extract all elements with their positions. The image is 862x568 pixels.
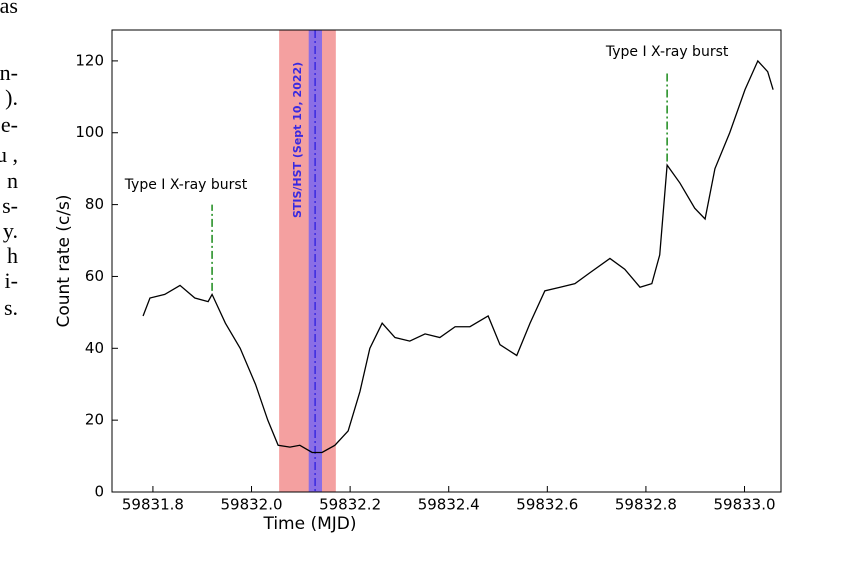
plot-frame: [111, 29, 782, 493]
y-tick-label: 20: [85, 411, 104, 429]
observation-label: STIS/HST (Sept 10, 2022): [291, 62, 304, 218]
y-tick-label: 100: [75, 123, 104, 141]
x-axis-label: Time (MJD): [262, 514, 356, 534]
x-tick-label: 59832.4: [418, 496, 480, 514]
side-text: ).: [5, 85, 18, 110]
side-text: u ,: [0, 142, 18, 167]
y-tick-label: 120: [75, 51, 104, 69]
side-text: s-: [2, 193, 18, 218]
side-text: e-: [1, 112, 18, 137]
y-tick-label: 60: [85, 267, 104, 285]
side-text: s.: [4, 295, 18, 320]
x-tick-label: 59832.8: [615, 496, 677, 514]
side-text: n: [7, 168, 18, 193]
side-text: y.: [3, 218, 18, 243]
side-text: n-: [0, 60, 18, 85]
side-text: i-: [5, 268, 18, 293]
x-tick-label: 59832.0: [221, 496, 283, 514]
y-axis-label: Count rate (c/s): [54, 194, 74, 327]
annotation: Type I X-ray burst: [605, 44, 729, 60]
side-text: h: [7, 243, 18, 268]
data-line: [142, 59, 774, 454]
x-tick-label: 59833.0: [714, 496, 776, 514]
y-tick-label: 80: [85, 195, 104, 213]
x-tick-label: 59832.2: [319, 496, 381, 514]
band: [279, 30, 336, 492]
side-text: as: [0, 0, 18, 18]
y-tick-label: 40: [85, 339, 104, 357]
x-tick-label: 59832.6: [516, 496, 578, 514]
y-tick-label: 0: [94, 483, 104, 501]
annotation: Type I X-ray burst: [124, 177, 248, 193]
x-tick-label: 59831.8: [122, 496, 184, 514]
